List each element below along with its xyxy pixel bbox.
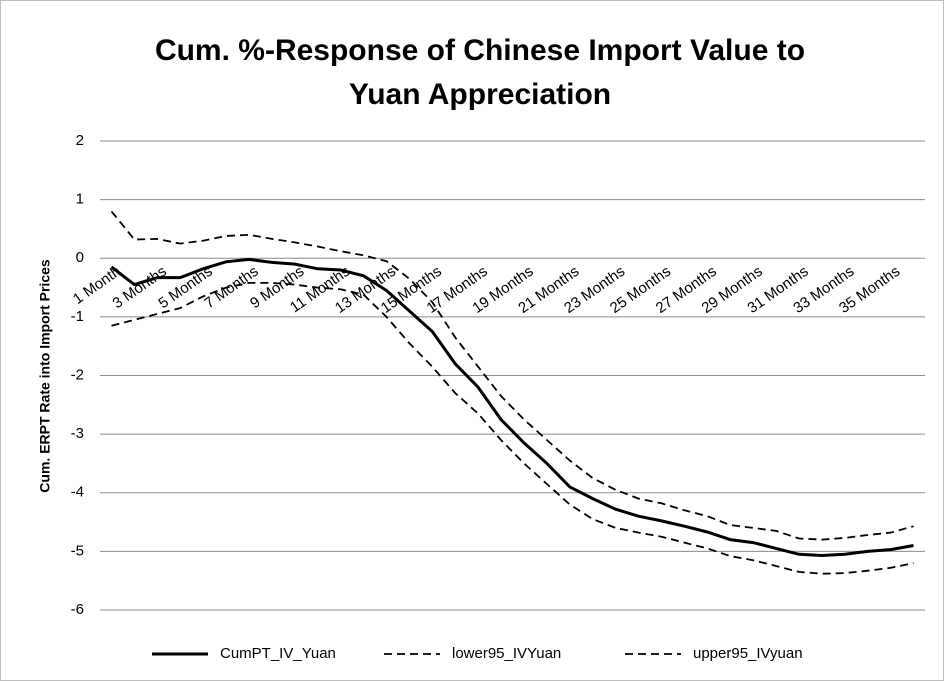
y-tick-label: -3 — [71, 425, 84, 442]
legend-label: lower95_IVYuan — [452, 645, 561, 662]
y-axis-label: Cum. ERPT Rate into Import Prices — [37, 259, 53, 493]
y-tick-label: -6 — [71, 601, 84, 618]
y-tick-label: -5 — [71, 542, 84, 559]
y-tick-label: 1 — [76, 191, 84, 208]
chart-title: Yuan Appreciation — [349, 78, 611, 111]
legend-label: upper95_IVyuan — [693, 645, 803, 662]
y-tick-label: 2 — [76, 132, 84, 149]
y-tick-label: -4 — [71, 484, 84, 501]
series-line — [110, 210, 914, 541]
legend-label: CumPT_IV_Yuan — [220, 645, 336, 662]
y-tick-label: -2 — [71, 366, 84, 383]
y-tick-label: -1 — [71, 308, 84, 325]
y-tick-label: 0 — [76, 249, 84, 266]
series-line — [110, 257, 914, 558]
chart-title: Cum. %-Response of Chinese Import Value … — [155, 34, 805, 67]
